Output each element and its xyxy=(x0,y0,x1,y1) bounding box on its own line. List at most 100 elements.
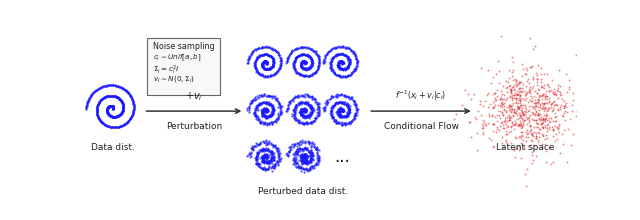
Point xyxy=(509,119,520,123)
Point xyxy=(539,110,549,113)
Point xyxy=(521,130,531,134)
Point xyxy=(522,79,532,83)
Point xyxy=(542,118,552,121)
Point xyxy=(534,117,545,120)
Point xyxy=(520,103,531,106)
Point xyxy=(538,126,548,130)
Point xyxy=(493,109,503,113)
Point xyxy=(521,107,531,111)
Point xyxy=(512,84,522,87)
Point xyxy=(568,91,579,95)
Point xyxy=(486,81,496,84)
Point xyxy=(491,99,501,102)
Point xyxy=(527,150,538,154)
Point xyxy=(495,103,506,106)
Point xyxy=(537,97,547,100)
Point xyxy=(550,116,560,119)
Point xyxy=(511,79,521,83)
Point xyxy=(513,94,523,97)
Point xyxy=(489,105,499,109)
Point xyxy=(498,102,508,106)
Point xyxy=(491,73,501,76)
Point xyxy=(527,161,537,165)
Point xyxy=(527,147,537,150)
Point xyxy=(566,109,577,113)
Point xyxy=(495,104,505,108)
Point xyxy=(502,80,513,84)
Point xyxy=(507,98,517,102)
Point xyxy=(525,124,536,128)
Point xyxy=(532,114,542,117)
Point xyxy=(530,114,540,117)
Point xyxy=(532,80,542,84)
Point xyxy=(566,103,577,106)
Point xyxy=(521,66,531,70)
Point xyxy=(553,108,563,111)
Point xyxy=(544,145,554,149)
Point xyxy=(531,125,541,128)
Point xyxy=(544,101,554,104)
Point xyxy=(490,91,500,95)
Point xyxy=(502,86,512,89)
Point xyxy=(525,89,535,92)
Point xyxy=(481,124,491,127)
Point xyxy=(553,83,563,86)
Point xyxy=(520,99,530,102)
Point xyxy=(493,103,503,107)
Point xyxy=(504,105,514,108)
Point xyxy=(516,103,526,107)
Point xyxy=(559,104,569,108)
Point xyxy=(517,125,527,128)
Point xyxy=(477,104,488,107)
Point xyxy=(518,121,529,125)
Point xyxy=(515,98,525,101)
Point xyxy=(465,121,476,124)
Point xyxy=(528,76,538,79)
Point xyxy=(541,114,551,118)
Point xyxy=(490,115,500,119)
Point xyxy=(557,132,568,136)
Point xyxy=(515,114,525,117)
Point xyxy=(537,145,547,149)
Point xyxy=(575,91,586,95)
Point xyxy=(538,133,548,137)
Point xyxy=(542,97,552,101)
Point xyxy=(536,94,547,98)
Point xyxy=(530,89,540,93)
Point xyxy=(529,101,539,105)
Point xyxy=(480,100,490,103)
Point xyxy=(546,116,556,120)
Point xyxy=(557,113,567,116)
Point xyxy=(518,67,528,71)
Point xyxy=(527,131,537,135)
Point xyxy=(538,117,548,120)
Point xyxy=(511,100,522,104)
Point xyxy=(484,103,495,106)
Point xyxy=(525,113,535,116)
Point xyxy=(451,112,461,116)
Point xyxy=(561,106,571,109)
Point xyxy=(557,115,568,118)
Point xyxy=(540,94,550,97)
Point xyxy=(538,125,548,129)
Point xyxy=(535,103,545,106)
Point xyxy=(484,113,494,116)
Point xyxy=(500,116,511,120)
Point xyxy=(524,87,534,91)
Point xyxy=(515,93,525,97)
Point xyxy=(534,99,544,102)
Point xyxy=(568,132,579,136)
Point xyxy=(502,132,512,135)
Point xyxy=(541,112,552,116)
Point xyxy=(479,121,490,124)
Point xyxy=(514,86,524,89)
Point xyxy=(499,107,509,110)
Point xyxy=(561,101,572,104)
Point xyxy=(489,145,499,148)
Point xyxy=(499,93,509,97)
Point xyxy=(537,85,547,89)
Point xyxy=(512,92,522,96)
Point xyxy=(529,158,539,161)
Point xyxy=(540,106,550,110)
Point xyxy=(500,122,511,126)
